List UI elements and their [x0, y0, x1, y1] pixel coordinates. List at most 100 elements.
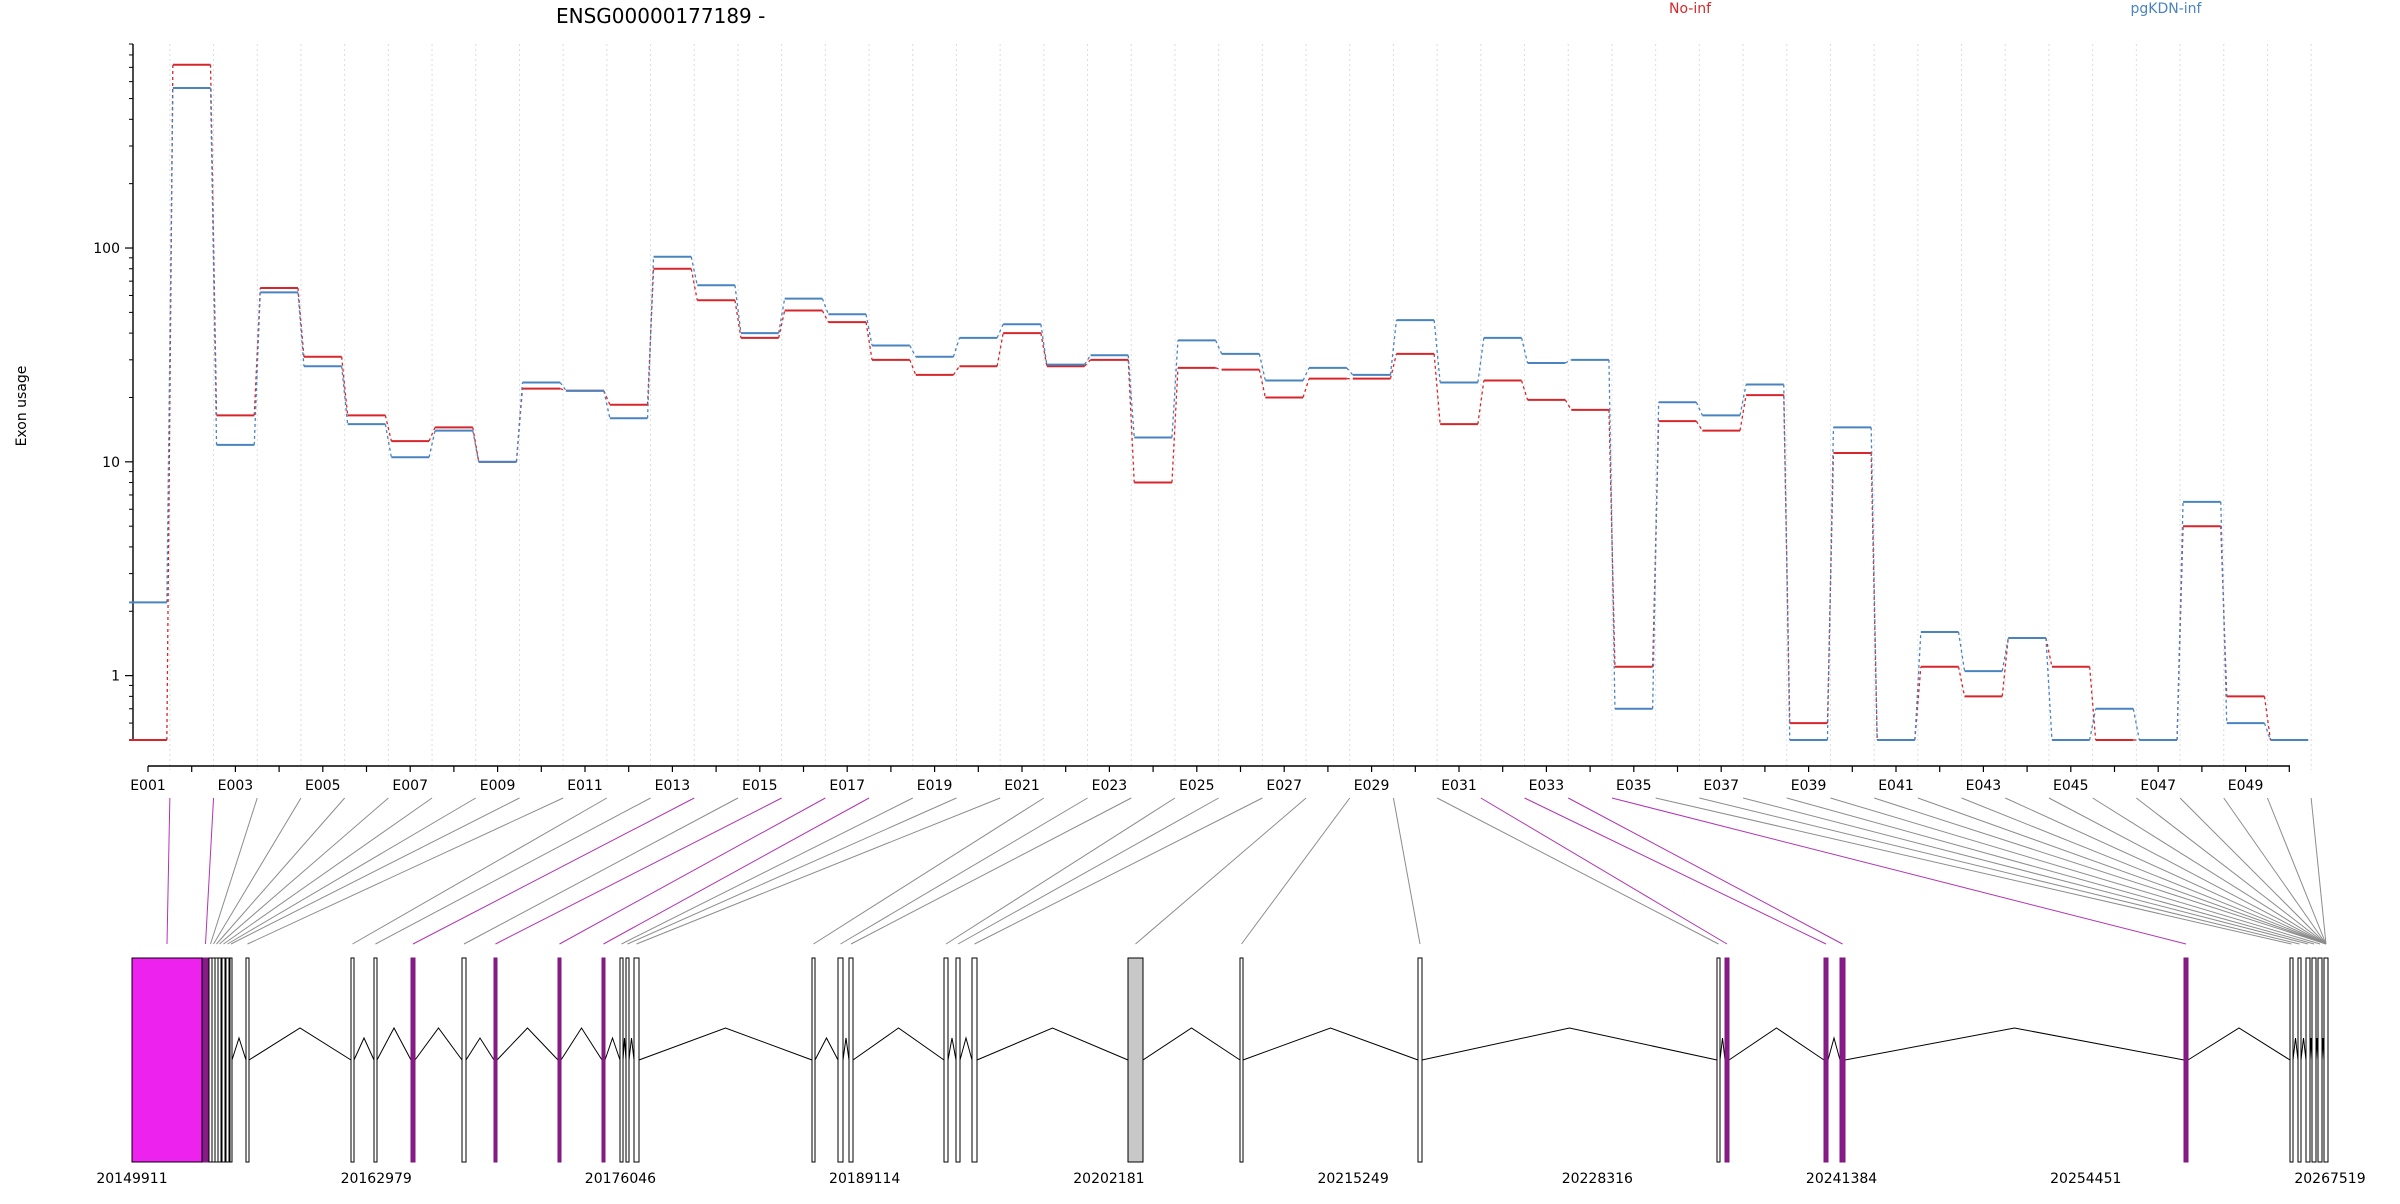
intron-line — [852, 1027, 945, 1061]
legend-entry-pgkdn-inf: pgKDN-inf — [2131, 1, 2203, 17]
series-step-connector — [646, 268, 655, 405]
exon-box-e009 — [229, 957, 233, 1163]
series-step-connector — [2001, 637, 2009, 697]
series-step-connector — [1477, 337, 1485, 383]
series-step-connector — [253, 287, 261, 416]
series-step-connector — [734, 285, 742, 334]
exon-connector-e027 — [1135, 797, 1307, 945]
series-step-connector — [821, 310, 829, 323]
x-tick-label-e019: E019 — [917, 778, 953, 794]
exon-box-e001 — [131, 957, 203, 1163]
connector-lines — [166, 797, 2327, 945]
series-step-connector — [1171, 340, 1179, 438]
intron-line — [560, 1027, 603, 1061]
x-tick-label-e039: E039 — [1791, 778, 1827, 794]
intron-line — [959, 1036, 973, 1061]
x-tick-label-e011: E011 — [567, 778, 603, 794]
y-tick-label: 1 — [111, 669, 120, 685]
series-step-connector — [341, 356, 349, 416]
exon-box-e034 — [2183, 957, 2189, 1163]
exon-box-e036 — [2297, 957, 2302, 1163]
exon-connector-e023 — [850, 797, 1132, 945]
exon-connector-e005 — [216, 797, 346, 945]
series-step-connector — [1477, 380, 1485, 425]
series-step-connector — [253, 292, 261, 445]
genomic-coordinate-labels: 20149911 20162979 20176046 20189114 20202181… — [96, 1171, 2365, 1187]
exon-connector-e031 — [1480, 797, 1728, 945]
x-tick-label-e047: E047 — [2140, 778, 2176, 794]
intron-line — [465, 1037, 495, 1061]
series-step-connector — [2045, 637, 2053, 667]
series-step-connector — [690, 268, 698, 301]
series-step-connector — [1258, 369, 1266, 398]
series-step-connector — [1433, 320, 1441, 383]
exon-box-e013 — [410, 957, 416, 1163]
exon-box-e014 — [461, 957, 467, 1163]
series-step-connector — [2176, 501, 2184, 741]
exon-box-e025 — [955, 957, 961, 1163]
exon-connector-e012 — [375, 797, 651, 945]
exon-connector-e024 — [945, 797, 1176, 945]
exon-connector-e014 — [463, 797, 739, 945]
exon-box-e033 — [1839, 957, 1846, 1163]
series-step-connector — [1564, 399, 1572, 411]
gene-model — [131, 957, 2329, 1163]
y-tick-label: 10 — [102, 455, 120, 471]
series-step-connector — [909, 345, 917, 358]
intron-line — [1844, 1027, 2185, 1061]
x-tick-label-e049: E049 — [2228, 778, 2264, 794]
coordinate-label: 20176046 — [585, 1171, 656, 1187]
intron-line — [976, 1027, 1129, 1061]
coordinate-label: 20215249 — [1317, 1171, 1388, 1187]
x-tick-label-e023: E023 — [1092, 778, 1128, 794]
exon-connector-e043 — [2005, 797, 2327, 945]
exon-box-e032 — [1823, 957, 1829, 1163]
intron-line — [604, 1036, 621, 1061]
exon-connector-e028 — [1241, 797, 1351, 945]
intron-line — [496, 1027, 559, 1061]
x-tick-label-e033: E033 — [1529, 778, 1565, 794]
exon-connector-e018 — [621, 797, 913, 945]
series-step-connector — [472, 430, 480, 462]
series-step-connector — [909, 359, 917, 376]
exon-connector-e036 — [1699, 797, 2300, 945]
intron-line — [947, 1037, 957, 1061]
series-step-connector — [2132, 708, 2140, 741]
exon-connector-e042 — [1961, 797, 2327, 945]
exon-box-e021 — [811, 957, 816, 1163]
exon-box-e019 — [625, 957, 630, 1163]
series-step-connector — [1520, 337, 1529, 364]
series-step-connector — [690, 256, 698, 286]
x-tick-label-e031: E031 — [1441, 778, 1477, 794]
exon-connector-e006 — [219, 797, 389, 945]
exon-connector-e048 — [2223, 797, 2327, 945]
x-tick-label-e009: E009 — [480, 778, 516, 794]
exon-connector-e034 — [1611, 797, 2187, 945]
series-step-connector — [646, 256, 655, 419]
x-tick-label-e003: E003 — [218, 778, 254, 794]
exon-connector-e029 — [1392, 797, 1421, 945]
x-tick-label-e043: E043 — [1966, 778, 2002, 794]
series-step-connector — [1084, 359, 1092, 367]
intron-line — [1142, 1027, 1241, 1061]
exon-box-e030 — [1716, 957, 1721, 1163]
exon-box-e007 — [221, 957, 226, 1163]
series-step-connector — [1171, 367, 1179, 483]
series-step-connector — [1826, 427, 1835, 741]
exon-connector-e021 — [813, 797, 1045, 945]
series-step-connector — [2263, 722, 2272, 741]
coordinate-label: 20254451 — [2050, 1171, 2121, 1187]
exon-connector-e011 — [352, 797, 608, 945]
series-step-connector — [1739, 384, 1747, 416]
coordinate-label: 20228316 — [1562, 1171, 1633, 1187]
coordinate-label: 20189114 — [829, 1171, 900, 1187]
exon-box-e039 — [2317, 957, 2323, 1163]
series-step-connector — [1215, 340, 1223, 355]
intron-line — [638, 1027, 813, 1061]
exon-connector-e037 — [1742, 797, 2309, 945]
exon-box-e026 — [971, 957, 978, 1163]
exon-connector-e040 — [1873, 797, 2327, 945]
exon-connector-e013 — [412, 797, 695, 945]
exon-connector-e001 — [166, 797, 171, 945]
